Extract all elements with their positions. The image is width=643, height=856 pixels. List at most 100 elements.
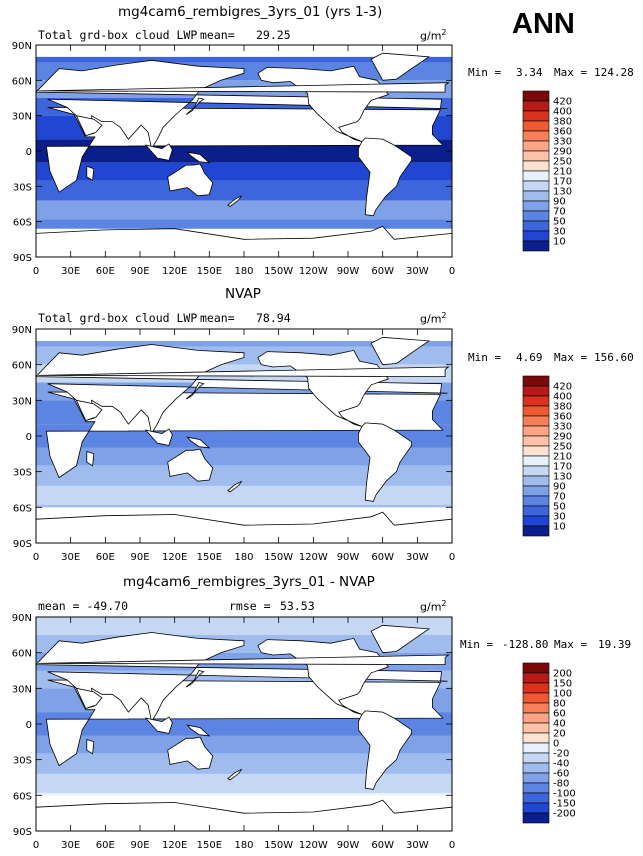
colorbar-swatch xyxy=(522,525,550,537)
x-tick-label: 30W xyxy=(406,552,429,563)
colorbar-label: -40 xyxy=(553,759,569,770)
land-mass xyxy=(38,654,450,666)
land-mass xyxy=(144,143,173,161)
y-tick-label: 0 xyxy=(26,147,32,158)
colorbar-swatch xyxy=(522,425,550,437)
land-mass xyxy=(370,52,431,81)
land-mass xyxy=(167,163,214,197)
colorbar-swatch xyxy=(522,515,550,527)
x-tick-label: 150W xyxy=(264,840,293,851)
land-mass xyxy=(86,450,95,467)
y-tick-label: 0 xyxy=(26,432,32,443)
panel-2-units: g/m2 xyxy=(420,311,447,326)
colorbar-swatch xyxy=(522,170,550,182)
land-mass xyxy=(227,768,243,781)
land-mass xyxy=(38,82,450,93)
x-tick-label: 150E xyxy=(197,552,222,563)
colorbar-label: -60 xyxy=(553,769,569,780)
colorbar-swatch xyxy=(522,200,550,212)
land-mass xyxy=(186,151,211,164)
ocean-band xyxy=(36,735,452,754)
x-tick-label: 60E xyxy=(96,552,115,563)
colorbar-label: -80 xyxy=(553,779,569,790)
colorbar-label: 420 xyxy=(553,97,572,108)
x-tick-label: 0 xyxy=(449,552,455,563)
ocean-band xyxy=(36,465,452,486)
colorbar-swatch xyxy=(522,180,550,192)
ocean-band xyxy=(36,200,452,220)
y-tick-label: 60S xyxy=(13,791,32,802)
colorbar-swatch xyxy=(522,702,550,714)
land-mass xyxy=(167,448,214,482)
colorbar-swatch xyxy=(522,415,550,427)
x-tick-label: 150W xyxy=(264,552,293,563)
colorbar-swatch xyxy=(522,90,550,102)
colorbar-swatch xyxy=(522,220,550,232)
panel-2-max-value: 156.60 xyxy=(594,351,634,364)
x-tick-label: 180 xyxy=(234,552,253,563)
colorbar-swatch xyxy=(522,782,550,794)
x-tick-label: 60W xyxy=(371,266,394,277)
colorbar-label: 100 xyxy=(553,689,572,700)
panel-3-min-label: Min = xyxy=(460,638,494,651)
panel-1-units: g/m2 xyxy=(420,28,447,43)
x-tick-label: 180 xyxy=(234,840,253,851)
land-mass xyxy=(144,428,173,446)
panel-3-units: g/m2 xyxy=(420,599,447,614)
panel-1-max-label: Max = xyxy=(554,66,588,79)
x-tick-label: 180 xyxy=(234,266,253,277)
colorbar-label: 290 xyxy=(553,432,572,443)
panel-2-min-value: 4.69 xyxy=(516,351,543,364)
panel-3-rmse-value: 53.53 xyxy=(280,599,315,613)
y-tick-label: 90N xyxy=(12,325,32,336)
panel-3-title: mg4cam6_rembigres_3yrs_01 - NVAP xyxy=(123,574,375,590)
colorbar-swatch xyxy=(522,210,550,222)
colorbar-label: 130 xyxy=(553,187,572,198)
land-mass xyxy=(370,336,431,366)
x-tick-label: 90E xyxy=(130,266,149,277)
colorbar-swatch xyxy=(522,722,550,734)
colorbar-label: 30 xyxy=(553,512,566,523)
map-panel-3: 0 30E 60E 90E 120E 150E 180 150W 120W 90W 60W 30W 09… xyxy=(12,613,576,851)
y-tick-label: 30S xyxy=(13,756,32,767)
y-tick-label: 60S xyxy=(13,218,32,229)
colorbar-swatch xyxy=(522,505,550,517)
colorbar-label: 400 xyxy=(553,107,572,118)
map-panel-2: 0 30E 60E 90E 120E 150E 180 150W 120W 90W 60W 30W 09… xyxy=(12,325,572,563)
x-tick-label: 30W xyxy=(406,266,429,277)
x-tick-label: 120E xyxy=(162,552,187,563)
colorbar-label: 210 xyxy=(553,167,572,178)
colorbar-swatch xyxy=(522,772,550,784)
colorbar-swatch xyxy=(522,240,550,252)
x-tick-label: 120W xyxy=(299,266,328,277)
land-mass xyxy=(86,738,95,755)
y-tick-label: 30S xyxy=(13,182,32,193)
colorbar-label: -150 xyxy=(553,799,576,810)
land-mass xyxy=(227,480,243,493)
land-mass xyxy=(38,366,450,378)
panel-1-variable-label: Total grd-box cloud LWP xyxy=(38,28,198,42)
x-tick-label: 60W xyxy=(371,552,394,563)
panel-2-mean-label: mean= xyxy=(200,311,235,325)
colorbar-swatch xyxy=(522,190,550,202)
x-tick-label: 0 xyxy=(449,840,455,851)
panel-2-variable-label: Total grd-box cloud LWP xyxy=(38,311,198,325)
colorbar-label: 20 xyxy=(553,729,566,740)
land-mass xyxy=(75,687,103,709)
field-layer xyxy=(36,329,452,543)
colorbar-label: 60 xyxy=(553,709,566,720)
panel-3-max-value: 19.39 xyxy=(598,638,632,651)
colorbar-label: 70 xyxy=(553,492,566,503)
x-tick-label: 60E xyxy=(96,840,115,851)
colorbar-label: 50 xyxy=(553,217,566,228)
y-tick-label: 60N xyxy=(12,649,32,660)
colorbar-label: 360 xyxy=(553,127,572,138)
map-panel-1: 0 30E 60E 90E 120E 150E 180 150W 120W 90W 60W 30W 09… xyxy=(12,41,572,277)
colorbar-swatch xyxy=(522,475,550,487)
colorbar-label: 360 xyxy=(553,412,572,423)
colorbar: 200150100806040200-20-40-60-80-100-150-2… xyxy=(522,662,576,824)
colorbar-swatch xyxy=(522,150,550,162)
y-tick-label: 30N xyxy=(12,112,32,123)
colorbar-label: 70 xyxy=(553,207,566,218)
colorbar-swatch xyxy=(522,100,550,112)
